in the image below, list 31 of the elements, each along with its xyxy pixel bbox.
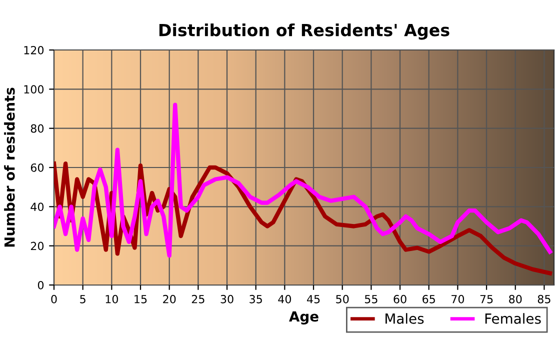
x-tick-label: 25 xyxy=(192,294,204,304)
x-tick-label: 60 xyxy=(394,294,406,304)
y-axis-title: Number of residents xyxy=(4,88,15,247)
x-tick-label: 10 xyxy=(106,294,118,304)
y-tick-label: 100 xyxy=(24,85,44,94)
x-tick-label: 55 xyxy=(364,295,378,304)
x-tick-label: 70 xyxy=(452,294,464,304)
x-tick-label: 85 xyxy=(538,294,550,304)
x-tick-label: 80 xyxy=(509,294,522,304)
x-tick-label: 0 xyxy=(51,294,57,304)
x-tick-label: 75 xyxy=(480,295,493,304)
legend-label: Females xyxy=(485,313,541,324)
x-tick-label: 30 xyxy=(220,294,234,304)
x-tick-label: 45 xyxy=(306,295,320,304)
x-tick-label: 40 xyxy=(278,294,292,304)
x-tick-label: 5 xyxy=(80,295,86,304)
x-tick-label: 15 xyxy=(134,295,147,304)
y-tick-label: 80 xyxy=(30,124,44,133)
x-tick-label: 20 xyxy=(163,294,176,304)
line-series xyxy=(54,102,552,258)
y-tick-label: 120 xyxy=(24,46,44,54)
y-tick-label: 20 xyxy=(30,242,44,250)
x-axis-title: Age xyxy=(289,311,318,324)
y-tick-label: 0 xyxy=(38,280,44,290)
x-tick-label: 65 xyxy=(422,294,435,304)
x-tick-label: 50 xyxy=(336,294,349,304)
x-tick-label: 35 xyxy=(250,294,262,304)
legend-label: Males xyxy=(386,313,424,324)
y-tick-label: 60 xyxy=(30,163,44,172)
y-tick-label: 40 xyxy=(30,202,44,212)
chart-title: Distribution of Residents' Ages xyxy=(159,23,450,40)
